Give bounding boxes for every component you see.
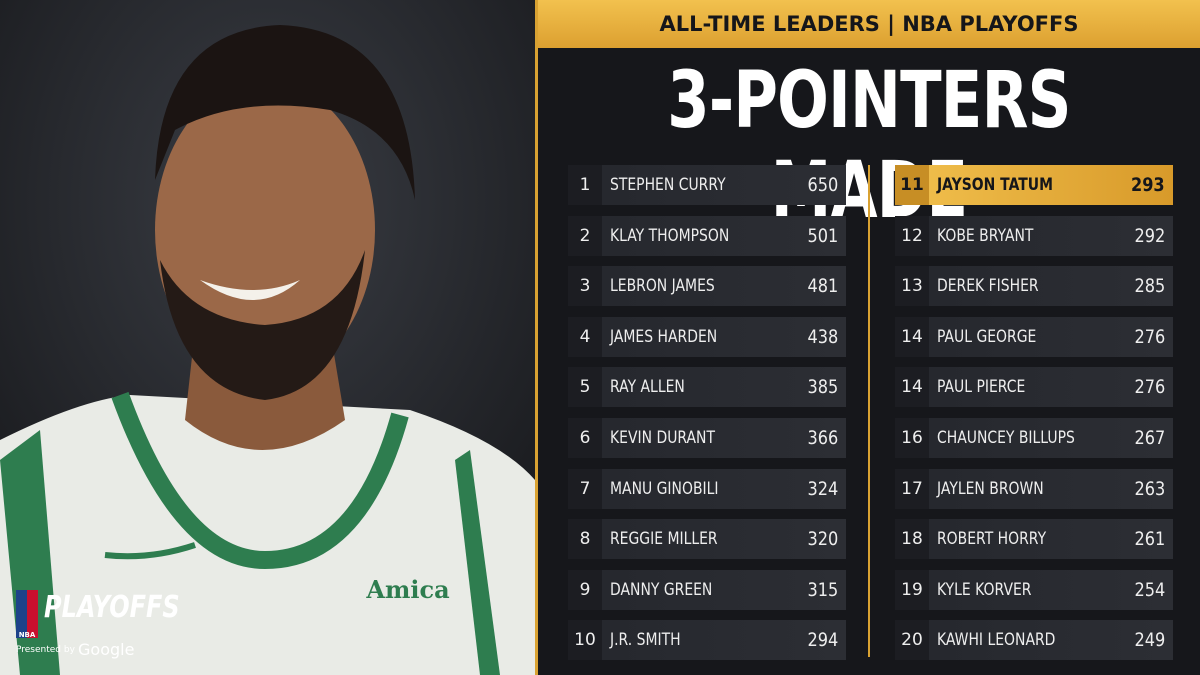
three-pointers: 254 bbox=[1134, 578, 1165, 601]
leader-row: 17 JAYLEN BROWN 263 bbox=[895, 468, 1173, 509]
player-name: STEPHEN CURRY bbox=[610, 175, 726, 195]
leader-row: 10 J.R. SMITH 294 bbox=[568, 620, 846, 661]
leader-row: 7 MANU GINOBILI 324 bbox=[568, 468, 846, 509]
rank: 5 bbox=[568, 367, 602, 408]
player-name: ROBERT HORRY bbox=[937, 529, 1047, 550]
three-pointers: 294 bbox=[807, 629, 838, 652]
player-name: PAUL GEORGE bbox=[937, 326, 1037, 347]
player-name: MANU GINOBILI bbox=[610, 478, 719, 499]
rank: 14 bbox=[895, 367, 929, 408]
player-name: REGGIE MILLER bbox=[610, 529, 718, 550]
three-pointers: 292 bbox=[1134, 224, 1165, 247]
leader-row: 12 KOBE BRYANT 292 bbox=[895, 215, 1173, 256]
rank: 10 bbox=[568, 620, 602, 661]
three-pointers: 324 bbox=[807, 477, 838, 500]
three-pointers: 276 bbox=[1134, 325, 1165, 348]
player-name: JAMES HARDEN bbox=[610, 326, 718, 347]
three-pointers: 366 bbox=[807, 427, 838, 449]
leader-row: 3 LEBRON JAMES 481 bbox=[568, 266, 846, 307]
leader-row: 4 JAMES HARDEN 438 bbox=[568, 316, 846, 357]
leader-row: 14 PAUL GEORGE 276 bbox=[895, 316, 1173, 357]
three-pointers: 501 bbox=[807, 224, 838, 247]
rank: 1 bbox=[568, 165, 602, 205]
leaders-panel: ALL-TIME LEADERS | NBA PLAYOFFS 3-POINTE… bbox=[535, 0, 1200, 675]
three-pointers: 385 bbox=[807, 376, 838, 399]
leader-row: 20 KAWHI LEONARD 249 bbox=[895, 620, 1173, 661]
player-photo: Amica bbox=[0, 0, 535, 675]
column-divider bbox=[868, 165, 870, 657]
leader-row: 13 DEREK FISHER 285 bbox=[895, 266, 1173, 307]
player-name: PAUL PIERCE bbox=[937, 377, 1026, 398]
three-pointers: 261 bbox=[1134, 528, 1165, 551]
three-pointers: 438 bbox=[807, 325, 838, 348]
leader-row: 5 RAY ALLEN 385 bbox=[568, 367, 846, 408]
player-name: LEBRON JAMES bbox=[610, 276, 715, 297]
sponsor: Google bbox=[78, 640, 135, 659]
player-name: JAYLEN BROWN bbox=[937, 478, 1044, 499]
three-pointers: 650 bbox=[807, 174, 838, 196]
player-name: RAY ALLEN bbox=[610, 377, 685, 398]
leader-row: 9 DANNY GREEN 315 bbox=[568, 569, 846, 610]
player-name: J.R. SMITH bbox=[610, 630, 681, 651]
player-name: KEVIN DURANT bbox=[610, 428, 715, 448]
rank: 14 bbox=[895, 316, 929, 357]
rank: 20 bbox=[895, 620, 929, 661]
rank: 3 bbox=[568, 266, 602, 307]
banner: ALL-TIME LEADERS | NBA PLAYOFFS bbox=[538, 0, 1200, 48]
three-pointers: 249 bbox=[1134, 629, 1165, 652]
leader-row: 18 ROBERT HORRY 261 bbox=[895, 519, 1173, 560]
player-name: DEREK FISHER bbox=[937, 276, 1039, 297]
leader-row: 11 JAYSON TATUM 293 bbox=[895, 165, 1173, 205]
logo-label: PLAYOFFS bbox=[44, 590, 180, 625]
rank: 19 bbox=[895, 569, 929, 610]
three-pointers: 276 bbox=[1134, 376, 1165, 399]
rank: 4 bbox=[568, 316, 602, 357]
three-pointers: 293 bbox=[1131, 174, 1165, 196]
rank: 7 bbox=[568, 468, 602, 509]
leader-row: 6 KEVIN DURANT 366 bbox=[568, 418, 846, 458]
leader-row: 19 KYLE KORVER 254 bbox=[895, 569, 1173, 610]
presented-by: Presented by bbox=[16, 645, 75, 655]
rank: 17 bbox=[895, 468, 929, 509]
three-pointers: 320 bbox=[807, 528, 838, 551]
rank: 9 bbox=[568, 569, 602, 610]
three-pointers: 267 bbox=[1134, 427, 1165, 449]
three-pointers: 481 bbox=[807, 275, 838, 298]
rank: 6 bbox=[568, 418, 602, 458]
player-name: JAYSON TATUM bbox=[937, 175, 1053, 195]
rank: 11 bbox=[895, 165, 929, 205]
rank: 16 bbox=[895, 418, 929, 458]
rank: 2 bbox=[568, 215, 602, 256]
rank: 18 bbox=[895, 519, 929, 560]
three-pointers: 285 bbox=[1134, 275, 1165, 298]
leader-row: 1 STEPHEN CURRY 650 bbox=[568, 165, 846, 205]
player-name: DANNY GREEN bbox=[610, 579, 713, 600]
nba-logo: NBA bbox=[16, 590, 38, 639]
rank: 12 bbox=[895, 215, 929, 256]
three-pointers: 263 bbox=[1134, 477, 1165, 500]
jersey-patch: Amica bbox=[365, 575, 449, 604]
leader-row: 8 REGGIE MILLER 320 bbox=[568, 519, 846, 560]
player-name: KYLE KORVER bbox=[937, 579, 1032, 600]
rank: 13 bbox=[895, 266, 929, 307]
leader-row: 2 KLAY THOMPSON 501 bbox=[568, 215, 846, 256]
rank: 8 bbox=[568, 519, 602, 560]
player-name: KAWHI LEONARD bbox=[937, 630, 1056, 651]
player-name: KOBE BRYANT bbox=[937, 225, 1034, 246]
player-name: KLAY THOMPSON bbox=[610, 225, 730, 246]
leader-row: 16 CHAUNCEY BILLUPS 267 bbox=[895, 418, 1173, 458]
player-name: CHAUNCEY BILLUPS bbox=[937, 428, 1075, 448]
leader-row: 14 PAUL PIERCE 276 bbox=[895, 367, 1173, 408]
three-pointers: 315 bbox=[807, 578, 838, 601]
